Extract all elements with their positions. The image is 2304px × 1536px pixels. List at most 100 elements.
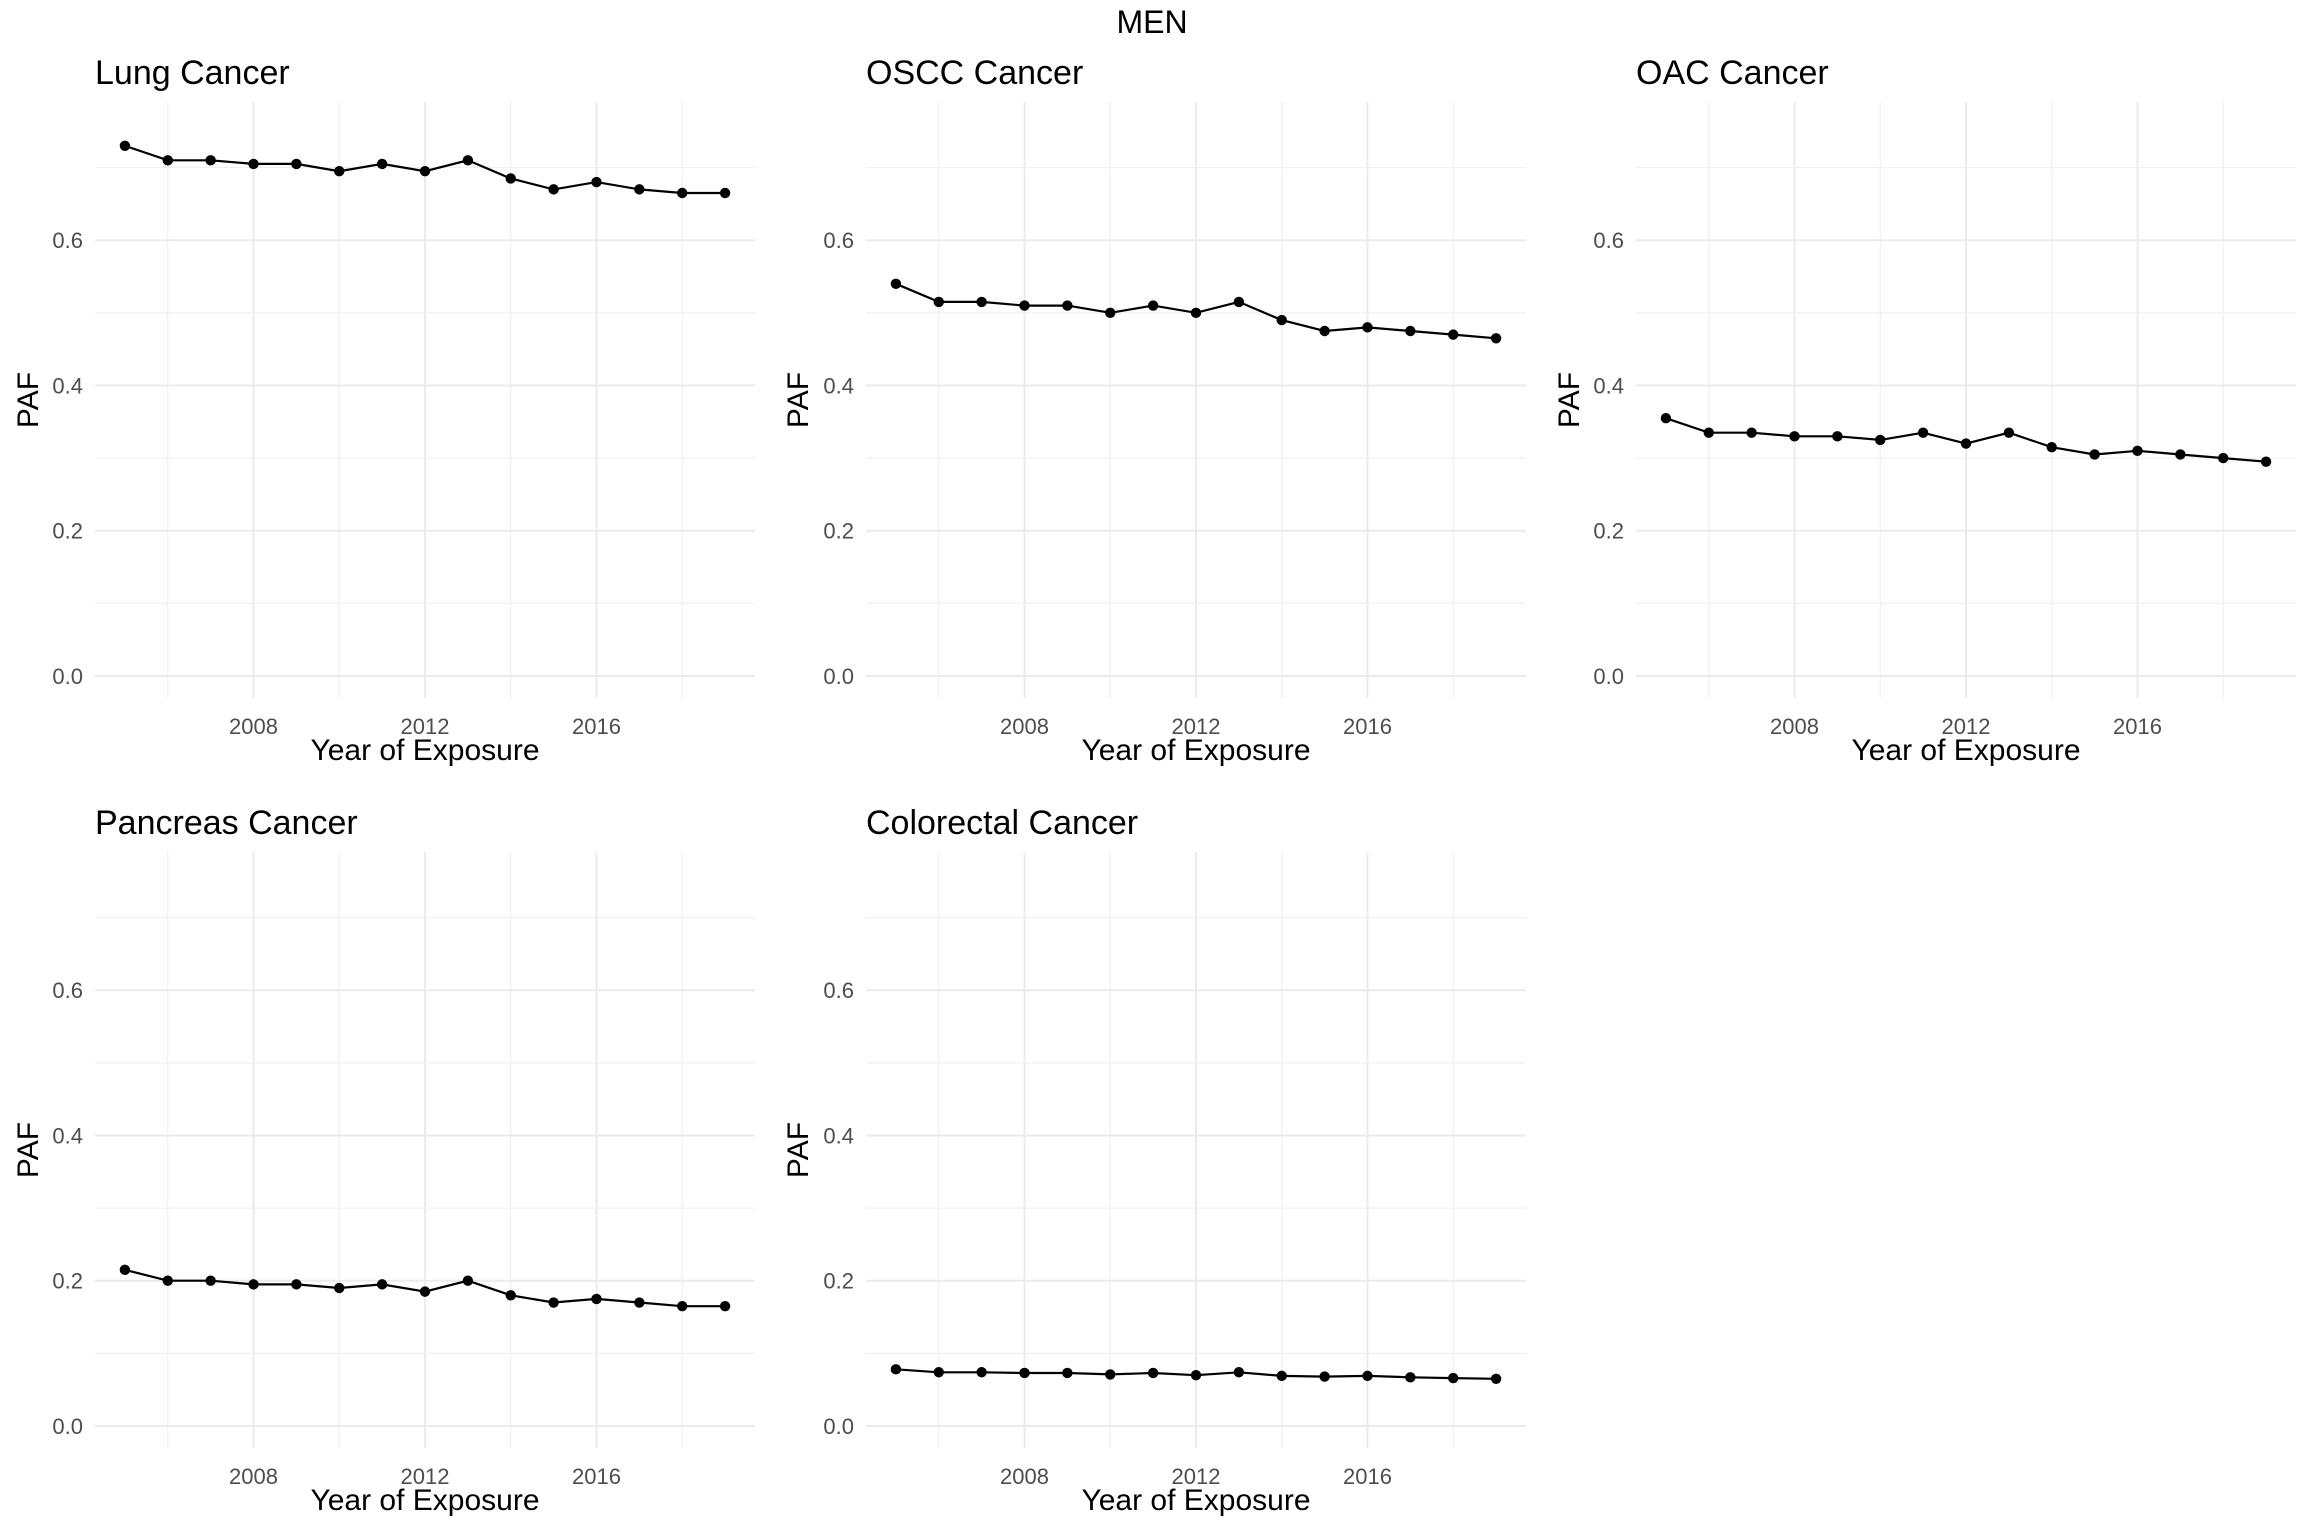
panel-pancreas-cancer-data-point xyxy=(376,1279,388,1290)
panel-pancreas-cancer-y-tick-label: 0.2 xyxy=(52,1269,83,1294)
panel-colorectal-cancer-data-point xyxy=(1362,1370,1373,1382)
panel-oscc-cancer-data-point xyxy=(933,296,944,308)
figure-title: MEN xyxy=(1116,4,1187,40)
panel-pancreas-cancer-y-tick-label: 0.0 xyxy=(52,1414,83,1439)
panel-pancreas-cancer-data-point xyxy=(677,1300,688,1312)
panel-oac-cancer-x-tick-label: 2016 xyxy=(2113,714,2162,739)
panel-colorectal-cancer-data-point xyxy=(976,1367,987,1378)
panel-oscc-cancer-grid xyxy=(866,102,1526,698)
panel-oac-cancer-data-point xyxy=(1789,431,1800,442)
panel-lung-cancer-data-point xyxy=(719,187,731,199)
panel-oac-cancer-data-point xyxy=(2218,452,2229,464)
panel-lung-cancer-y-axis-label: PAF xyxy=(12,372,45,428)
panel-pancreas-cancer-title: Pancreas Cancer xyxy=(95,804,358,842)
panel-pancreas-cancer-data-point xyxy=(162,1275,173,1286)
panel-oscc-cancer-data-point xyxy=(1319,325,1330,337)
panel-oac-cancer-y-tick-label: 0.0 xyxy=(1593,664,1624,689)
panel-oscc-cancer-data-point xyxy=(976,296,987,308)
panel-oac-cancer-data-point xyxy=(1660,412,1672,424)
panel-oac-cancer-grid xyxy=(1636,102,2296,698)
panel-oscc-cancer-data-point xyxy=(1062,300,1073,311)
panel-pancreas-cancer-y-tick-label: 0.6 xyxy=(52,978,83,1003)
panel-oscc-cancer-data-point xyxy=(1233,296,1245,308)
panel-pancreas-cancer-data-point xyxy=(719,1300,731,1312)
panel-pancreas-cancer-x-axis-label: Year of Exposure xyxy=(310,1484,539,1517)
panel-lung-cancer-data-point xyxy=(548,184,559,195)
panel-lung-cancer-x-tick-label: 2012 xyxy=(401,714,450,739)
panel-colorectal-cancer-data-point xyxy=(1448,1372,1459,1384)
panel-pancreas-cancer-data-point xyxy=(505,1290,516,1301)
panel-oscc-cancer-data-point xyxy=(1362,322,1373,333)
panel-colorectal-cancer-y-tick-label: 0.2 xyxy=(823,1269,854,1294)
panel-oac-cancer-y-axis-label: PAF xyxy=(1553,372,1586,428)
panel-colorectal-cancer-y-tick-label: 0.6 xyxy=(823,978,854,1003)
panel-lung-cancer-data-point xyxy=(505,173,516,184)
panel-pancreas-cancer-data-point xyxy=(248,1279,259,1290)
panel-lung-cancer-title: Lung Cancer xyxy=(95,54,290,92)
panel-lung-cancer-y-tick-label: 0.0 xyxy=(52,664,83,689)
panel-oac-cancer-data-point xyxy=(2175,449,2186,460)
panel-lung-cancer-data-point xyxy=(119,140,131,151)
panel-pancreas-cancer-y-tick-label: 0.4 xyxy=(52,1123,83,1148)
panel-pancreas-cancer-data-point xyxy=(291,1279,302,1290)
panel-oac-cancer-data-point xyxy=(2132,445,2143,457)
panel-oscc-cancer: OSCC Cancer 0.0 0.2 0.4 0.6 2008 2012 2016 Year … xyxy=(782,54,1526,767)
panel-lung-cancer-x-axis-label: Year of Exposure xyxy=(310,734,539,767)
panel-pancreas-cancer-x-tick-label: 2016 xyxy=(572,1464,621,1489)
panel-pancreas-cancer-data-point xyxy=(334,1282,345,1294)
panel-pancreas-cancer-data-point xyxy=(119,1264,131,1276)
panel-pancreas-cancer-data-point xyxy=(419,1286,431,1297)
panel-lung-cancer-data-point xyxy=(376,158,388,170)
panel-lung-cancer-data-point xyxy=(677,187,688,199)
panel-oscc-cancer-x-tick-label: 2012 xyxy=(1172,714,1221,739)
panel-oac-cancer-x-tick-label: 2008 xyxy=(1770,714,1819,739)
panel-lung-cancer-y-tick-label: 0.2 xyxy=(52,519,83,544)
panel-oac-cancer-data-point xyxy=(2260,456,2272,467)
panel-colorectal-cancer-data-point xyxy=(1105,1369,1116,1380)
panel-pancreas-cancer: Pancreas Cancer 0.0 0.2 0.4 0.6 2008 2012 2016 Y… xyxy=(12,804,755,1517)
panel-pancreas-cancer-data-point xyxy=(462,1275,474,1286)
panel-colorectal-cancer-y-axis-label: PAF xyxy=(782,1122,815,1178)
panel-oac-cancer-data-point xyxy=(2003,427,2015,438)
panel-colorectal-cancer-data-point xyxy=(1276,1370,1287,1382)
panel-lung-cancer-data-point xyxy=(334,166,345,177)
panel-pancreas-cancer-data-point xyxy=(634,1297,645,1308)
panel-lung-cancer-x-tick-label: 2008 xyxy=(229,714,278,739)
panel-oac-cancer-data-point xyxy=(1746,427,1757,438)
panel-oscc-cancer-x-axis-label: Year of Exposure xyxy=(1081,734,1310,767)
panel-oscc-cancer-data-point xyxy=(1147,300,1159,311)
panel-oac-cancer-data-point xyxy=(1832,431,1843,442)
panel-oscc-cancer-data-point xyxy=(1448,329,1459,340)
panel-pancreas-cancer-data-point xyxy=(591,1293,602,1305)
panel-oscc-cancer-data-point xyxy=(890,278,902,289)
panel-colorectal-cancer: Colorectal Cancer 0.0 0.2 0.4 0.6 2008 2012 201… xyxy=(782,804,1526,1517)
panel-pancreas-cancer-grid xyxy=(95,852,755,1448)
panel-oscc-cancer-y-tick-label: 0.2 xyxy=(823,519,854,544)
panel-lung-cancer-x-tick-label: 2016 xyxy=(572,714,621,739)
panel-lung-cancer-y-tick-label: 0.6 xyxy=(52,228,83,253)
panel-pancreas-cancer-x-tick-label: 2008 xyxy=(229,1464,278,1489)
panel-pancreas-cancer-y-axis-label: PAF xyxy=(12,1122,45,1178)
panel-pancreas-cancer-data-point xyxy=(548,1297,559,1308)
panel-oscc-cancer-data-point xyxy=(1276,314,1287,326)
panel-lung-cancer-data-point xyxy=(462,155,474,166)
panel-oscc-cancer-y-axis-label: PAF xyxy=(782,372,815,428)
panel-colorectal-cancer-data-point xyxy=(1062,1367,1073,1379)
panel-lung-cancer-data-point xyxy=(291,158,302,170)
panel-colorectal-cancer-y-tick-label: 0.4 xyxy=(823,1123,854,1148)
panel-oac-cancer-data-point xyxy=(2046,442,2057,453)
panel-colorectal-cancer-grid xyxy=(866,852,1526,1448)
panel-colorectal-cancer-data-point xyxy=(1019,1367,1030,1379)
panel-oscc-cancer-x-tick-label: 2008 xyxy=(1000,714,1049,739)
panel-colorectal-cancer-x-axis-label: Year of Exposure xyxy=(1081,1484,1310,1517)
panel-colorectal-cancer-data-point xyxy=(1405,1372,1416,1383)
panel-pancreas-cancer-x-tick-label: 2012 xyxy=(401,1464,450,1489)
panel-oscc-cancer-x-tick-label: 2016 xyxy=(1343,714,1392,739)
panel-lung-cancer-grid xyxy=(95,102,755,698)
panel-colorectal-cancer-data-point xyxy=(933,1367,944,1378)
panel-oscc-cancer-y-tick-label: 0.4 xyxy=(823,373,854,398)
panel-colorectal-cancer-data-point xyxy=(1190,1369,1202,1381)
panel-colorectal-cancer-data-point xyxy=(890,1364,902,1375)
panel-colorectal-cancer-data-point xyxy=(1490,1373,1502,1384)
panel-oscc-cancer-title: OSCC Cancer xyxy=(866,54,1083,92)
